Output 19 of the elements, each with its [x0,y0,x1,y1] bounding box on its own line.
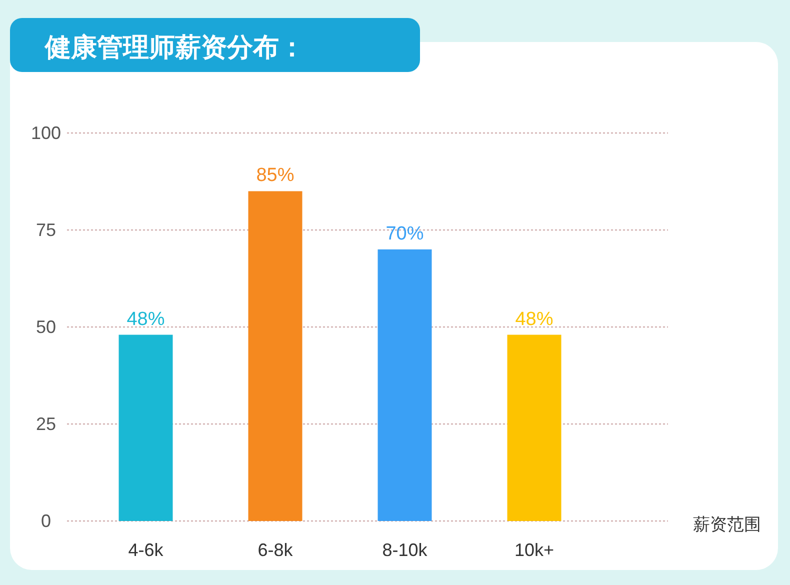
data-label: 48% [515,308,554,330]
data-label: 70% [386,223,424,244]
y-tick-label: 25 [36,414,56,434]
x-tick-label: 4-6k [128,540,164,560]
y-tick-label: 50 [36,317,56,337]
data-label: 85% [256,165,294,186]
bar [507,334,562,521]
chart-title: 健康管理师薪资分布： [44,32,305,62]
y-tick-label: 0 [40,511,52,531]
x-axis-title: 薪资范围 [693,515,761,534]
x-tick-label: 10k+ [514,540,554,560]
bar [248,191,302,521]
y-tick-label: 75 [36,220,56,240]
bar [378,249,432,521]
x-tick-label: 8-10k [382,540,428,560]
bar [118,334,173,521]
y-tick-label: 100 [30,123,62,143]
x-tick-label: 6-8k [258,540,294,560]
data-label: 48% [126,308,165,330]
